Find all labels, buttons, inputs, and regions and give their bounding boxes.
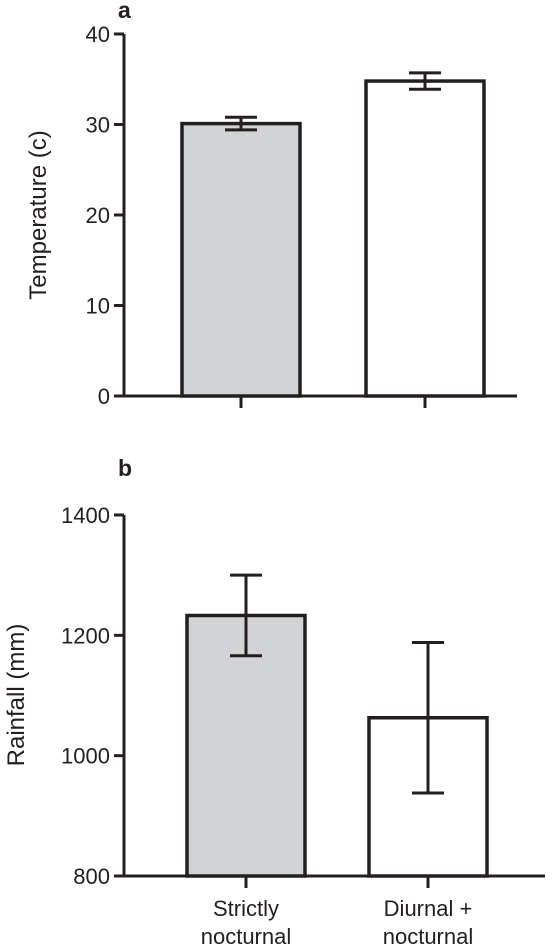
y-tick-label: 1400 bbox=[61, 503, 110, 528]
panel-b-rainfall: b Rainfall (mm) 800 1000 1200 1400 Strictly… bbox=[3, 455, 545, 949]
error-bar bbox=[230, 573, 262, 658]
error-bar bbox=[412, 641, 444, 795]
y-axis-title-temperature: Temperature (c) bbox=[25, 130, 52, 299]
y-tick-label: 20 bbox=[86, 203, 110, 228]
bars-b bbox=[185, 573, 489, 878]
y-tick-label: 30 bbox=[86, 113, 110, 138]
bars-a bbox=[180, 71, 486, 398]
x-category-label: Diurnal + nocturnal bbox=[383, 896, 474, 949]
error-bar bbox=[225, 115, 257, 132]
category-labels-b: Strictly nocturnal Diurnal + nocturnal bbox=[201, 896, 474, 949]
axes-a bbox=[122, 34, 517, 408]
axes-b bbox=[122, 515, 545, 888]
y-tick-label: 0 bbox=[98, 384, 110, 409]
y-tick-label: 1000 bbox=[61, 744, 110, 769]
y-tick-label: 40 bbox=[86, 22, 110, 47]
y-ticks-a: 0 10 20 30 40 bbox=[86, 22, 124, 409]
y-tick-label: 800 bbox=[73, 864, 110, 889]
panel-a-label: a bbox=[118, 0, 131, 23]
bar-strictly-nocturnal bbox=[180, 121, 302, 398]
panel-b-label: b bbox=[118, 455, 132, 481]
y-ticks-b: 800 1000 1200 1400 bbox=[61, 503, 124, 889]
error-bar bbox=[409, 71, 441, 91]
bar-diurnal-nocturnal bbox=[364, 79, 486, 398]
panel-a-temperature: a Temperature (c) 0 10 20 30 40 bbox=[25, 0, 517, 409]
y-tick-label: 10 bbox=[86, 294, 110, 319]
x-category-label: Strictly nocturnal bbox=[201, 896, 292, 949]
y-tick-label: 1200 bbox=[61, 623, 110, 648]
y-axis-title-rainfall: Rainfall (mm) bbox=[3, 624, 30, 767]
